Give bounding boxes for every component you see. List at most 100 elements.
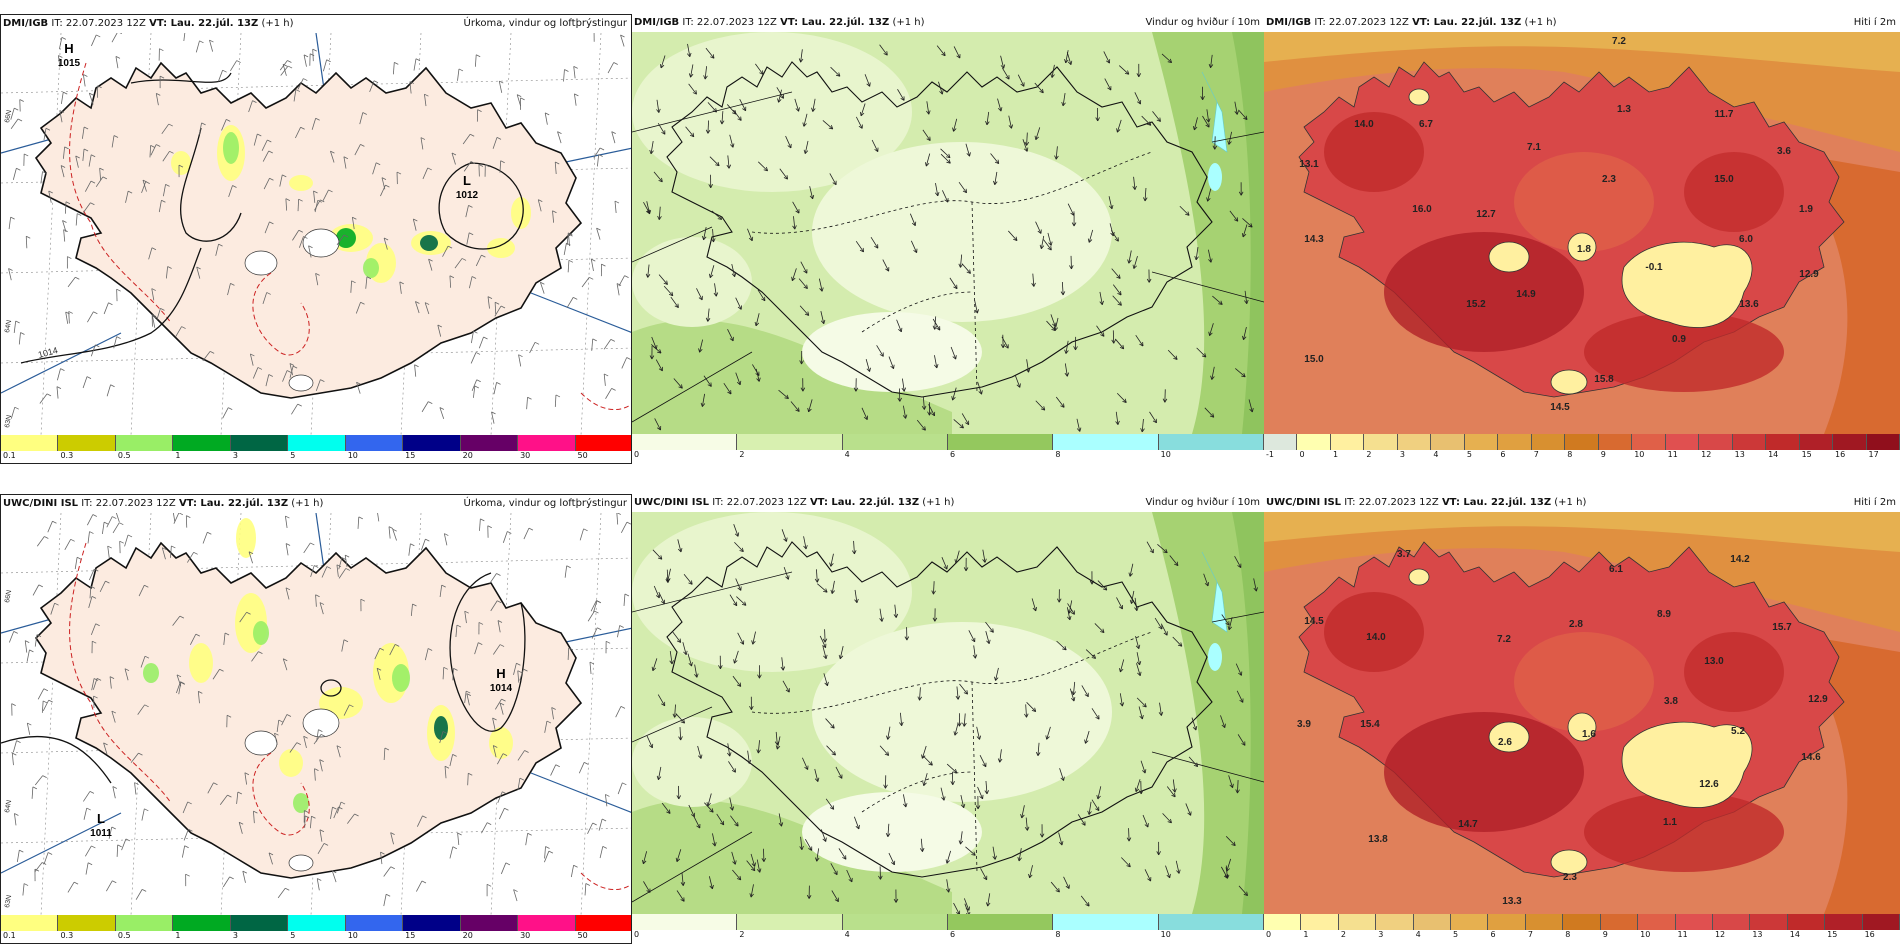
colorbar-label: 20 [462,451,473,460]
colorbar-swatch [1799,434,1834,450]
pressure-center-value: 1014 [490,683,513,694]
panel-subject: Úrkoma, vindur og loftþrýstingur [463,18,627,29]
colorbar-label: 2 [1366,450,1372,459]
colorbar-swatch [1464,434,1499,450]
precip-map[interactable]: L 1011 H 1014 66N 64N 63N [1,513,631,915]
panel-title: UWC/DINI ISL IT: 22.07.2023 12Z VT: Lau.… [1,495,631,513]
colorbar-label: 13 [1752,930,1763,939]
temperature-value: 2.6 [1498,737,1512,748]
pressure-center-letter: L [97,811,105,826]
colorbar-label: 3 [1378,930,1384,939]
temperature-map[interactable]: 7.2 14.0 6.7 1.3 11.7 13.1 7.1 15.0 3.6 2.3 16.0 12… [1264,32,1900,434]
panel-temp-dmi: DMI/IGB IT: 22.07.2023 12Z VT: Lau. 22.j… [1264,14,1900,464]
colorbar-swatch [1488,914,1526,930]
colorbar-swatch [403,915,461,931]
colorbar-label: 10 [1640,930,1651,939]
temperature-value: 1.6 [1582,729,1596,740]
colorbar-swatch [230,435,289,451]
colorbar-swatch [842,434,948,450]
colorbar-label: 5 [290,451,296,460]
model-name: UWC/DINI ISL [634,497,710,508]
colorbar-swatch [1376,914,1414,930]
colorbar-swatch [58,915,116,931]
temperature-value: 14.2 [1730,554,1750,565]
colorbar-swatch [115,435,174,451]
model-name: UWC/DINI ISL [1266,497,1342,508]
colorbar-swatch [737,914,843,930]
valid-time: VT: Lau. 22.júl. 13Z [178,498,289,509]
colorbar-label: 15 [405,931,416,940]
colorbar-swatch [1053,434,1159,450]
panel-precip-uwc: UWC/DINI ISL IT: 22.07.2023 12Z VT: Lau.… [0,494,632,944]
colorbar-label: 16 [1835,450,1846,459]
colorbar-label: 20 [462,931,473,940]
wind-map[interactable] [632,512,1264,914]
colorbar-swatch [288,435,346,451]
colorbar-label: 10 [1160,930,1171,939]
panel-subject: Hiti í 2m [1853,497,1896,508]
temperature-value: 3.7 [1397,549,1411,560]
temperature-value: 13.0 [1704,656,1724,667]
pressure-center-letter: H [496,666,505,681]
colorbar-label: 0 [634,450,640,459]
colorbar-swatch [1833,434,1867,450]
colorbar-label: 8 [1055,450,1061,459]
colorbar-swatch [1053,914,1159,930]
latitude-label: 63N [4,894,13,908]
colorbar-swatch [1665,434,1700,450]
colorbar-swatch [737,434,843,450]
colorbar-label: 12 [1701,450,1712,459]
panel-wind-uwc: UWC/DINI ISL IT: 22.07.2023 12Z VT: Lau.… [632,494,1264,944]
init-time: IT: 22.07.2023 12Z [682,17,777,28]
temperature-value: 14.3 [1304,234,1324,245]
lead-time: (+1 h) [1524,17,1557,28]
temperature-value: 6.0 [1739,234,1753,245]
colorbar-swatch [460,435,519,451]
panel-wind-dmi: DMI/IGB IT: 22.07.2023 12Z VT: Lau. 22.j… [632,14,1264,464]
temperature-value: 8.9 [1657,609,1671,620]
temperature-value: 15.2 [1466,299,1486,310]
colorbar-swatch [1397,434,1432,450]
colorbar-label: 3 [232,931,238,940]
wind-arrows [641,524,1258,914]
colorbar-swatch [345,435,404,451]
colorbar-swatch [1431,434,1465,450]
temperature-value: 13.1 [1299,159,1319,170]
temperature-value: 14.5 [1550,402,1570,413]
temperature-value: 1.3 [1617,104,1631,115]
colorbar: -1 0 1 2 3 4 5 6 7 8 9 10 11 12 13 14 15 16 17 [1264,434,1900,459]
init-time: IT: 22.07.2023 12Z [51,18,146,29]
init-time: IT: 22.07.2023 12Z [1314,17,1409,28]
temperature-value: 14.7 [1458,819,1478,830]
temperature-value: 7.2 [1612,36,1626,47]
panel-subject: Vindur og hviður í 10m [1145,17,1260,28]
colorbar: 0 2 4 6 8 10 [632,914,1264,939]
temperature-map[interactable]: 3.7 6.1 14.2 14.5 14.0 2.8 8.9 7.2 15.7 13.0 12.9 3… [1264,512,1900,914]
colorbar-label: 1 [175,931,181,940]
temperature-value: 7.2 [1497,634,1511,645]
temperature-value: 13.3 [1502,896,1522,907]
temperature-value: 14.5 [1304,616,1324,627]
colorbar-label: 6 [950,450,956,459]
temperature-value: 12.9 [1799,269,1819,280]
colorbar-swatch [575,915,631,931]
latitude-label: 64N [4,799,13,813]
precip-map[interactable]: H 1015 L 1012 1014 66N 64N 63N [1,33,631,435]
wind-map[interactable] [632,32,1264,434]
colorbar-label: 11 [1677,930,1688,939]
colorbar-label: 10 [347,451,358,460]
colorbar-swatch [1600,914,1639,930]
colorbar-swatch [1451,914,1489,930]
colorbar-swatch [1338,914,1377,930]
colorbar-label: 1 [1303,930,1309,939]
colorbar-swatch [1158,434,1264,450]
panel-precip-dmi: DMI/IGB IT: 22.07.2023 12Z VT: Lau. 22.j… [0,14,632,464]
colorbar-label: 0 [1299,450,1305,459]
colorbar-label: 7 [1527,930,1533,939]
colorbar-label: 10 [1634,450,1645,459]
colorbar-swatch [518,915,576,931]
latitude-label: 64N [4,319,13,333]
colorbar-swatch [1264,914,1302,930]
panel-subject: Vindur og hviður í 10m [1145,497,1260,508]
